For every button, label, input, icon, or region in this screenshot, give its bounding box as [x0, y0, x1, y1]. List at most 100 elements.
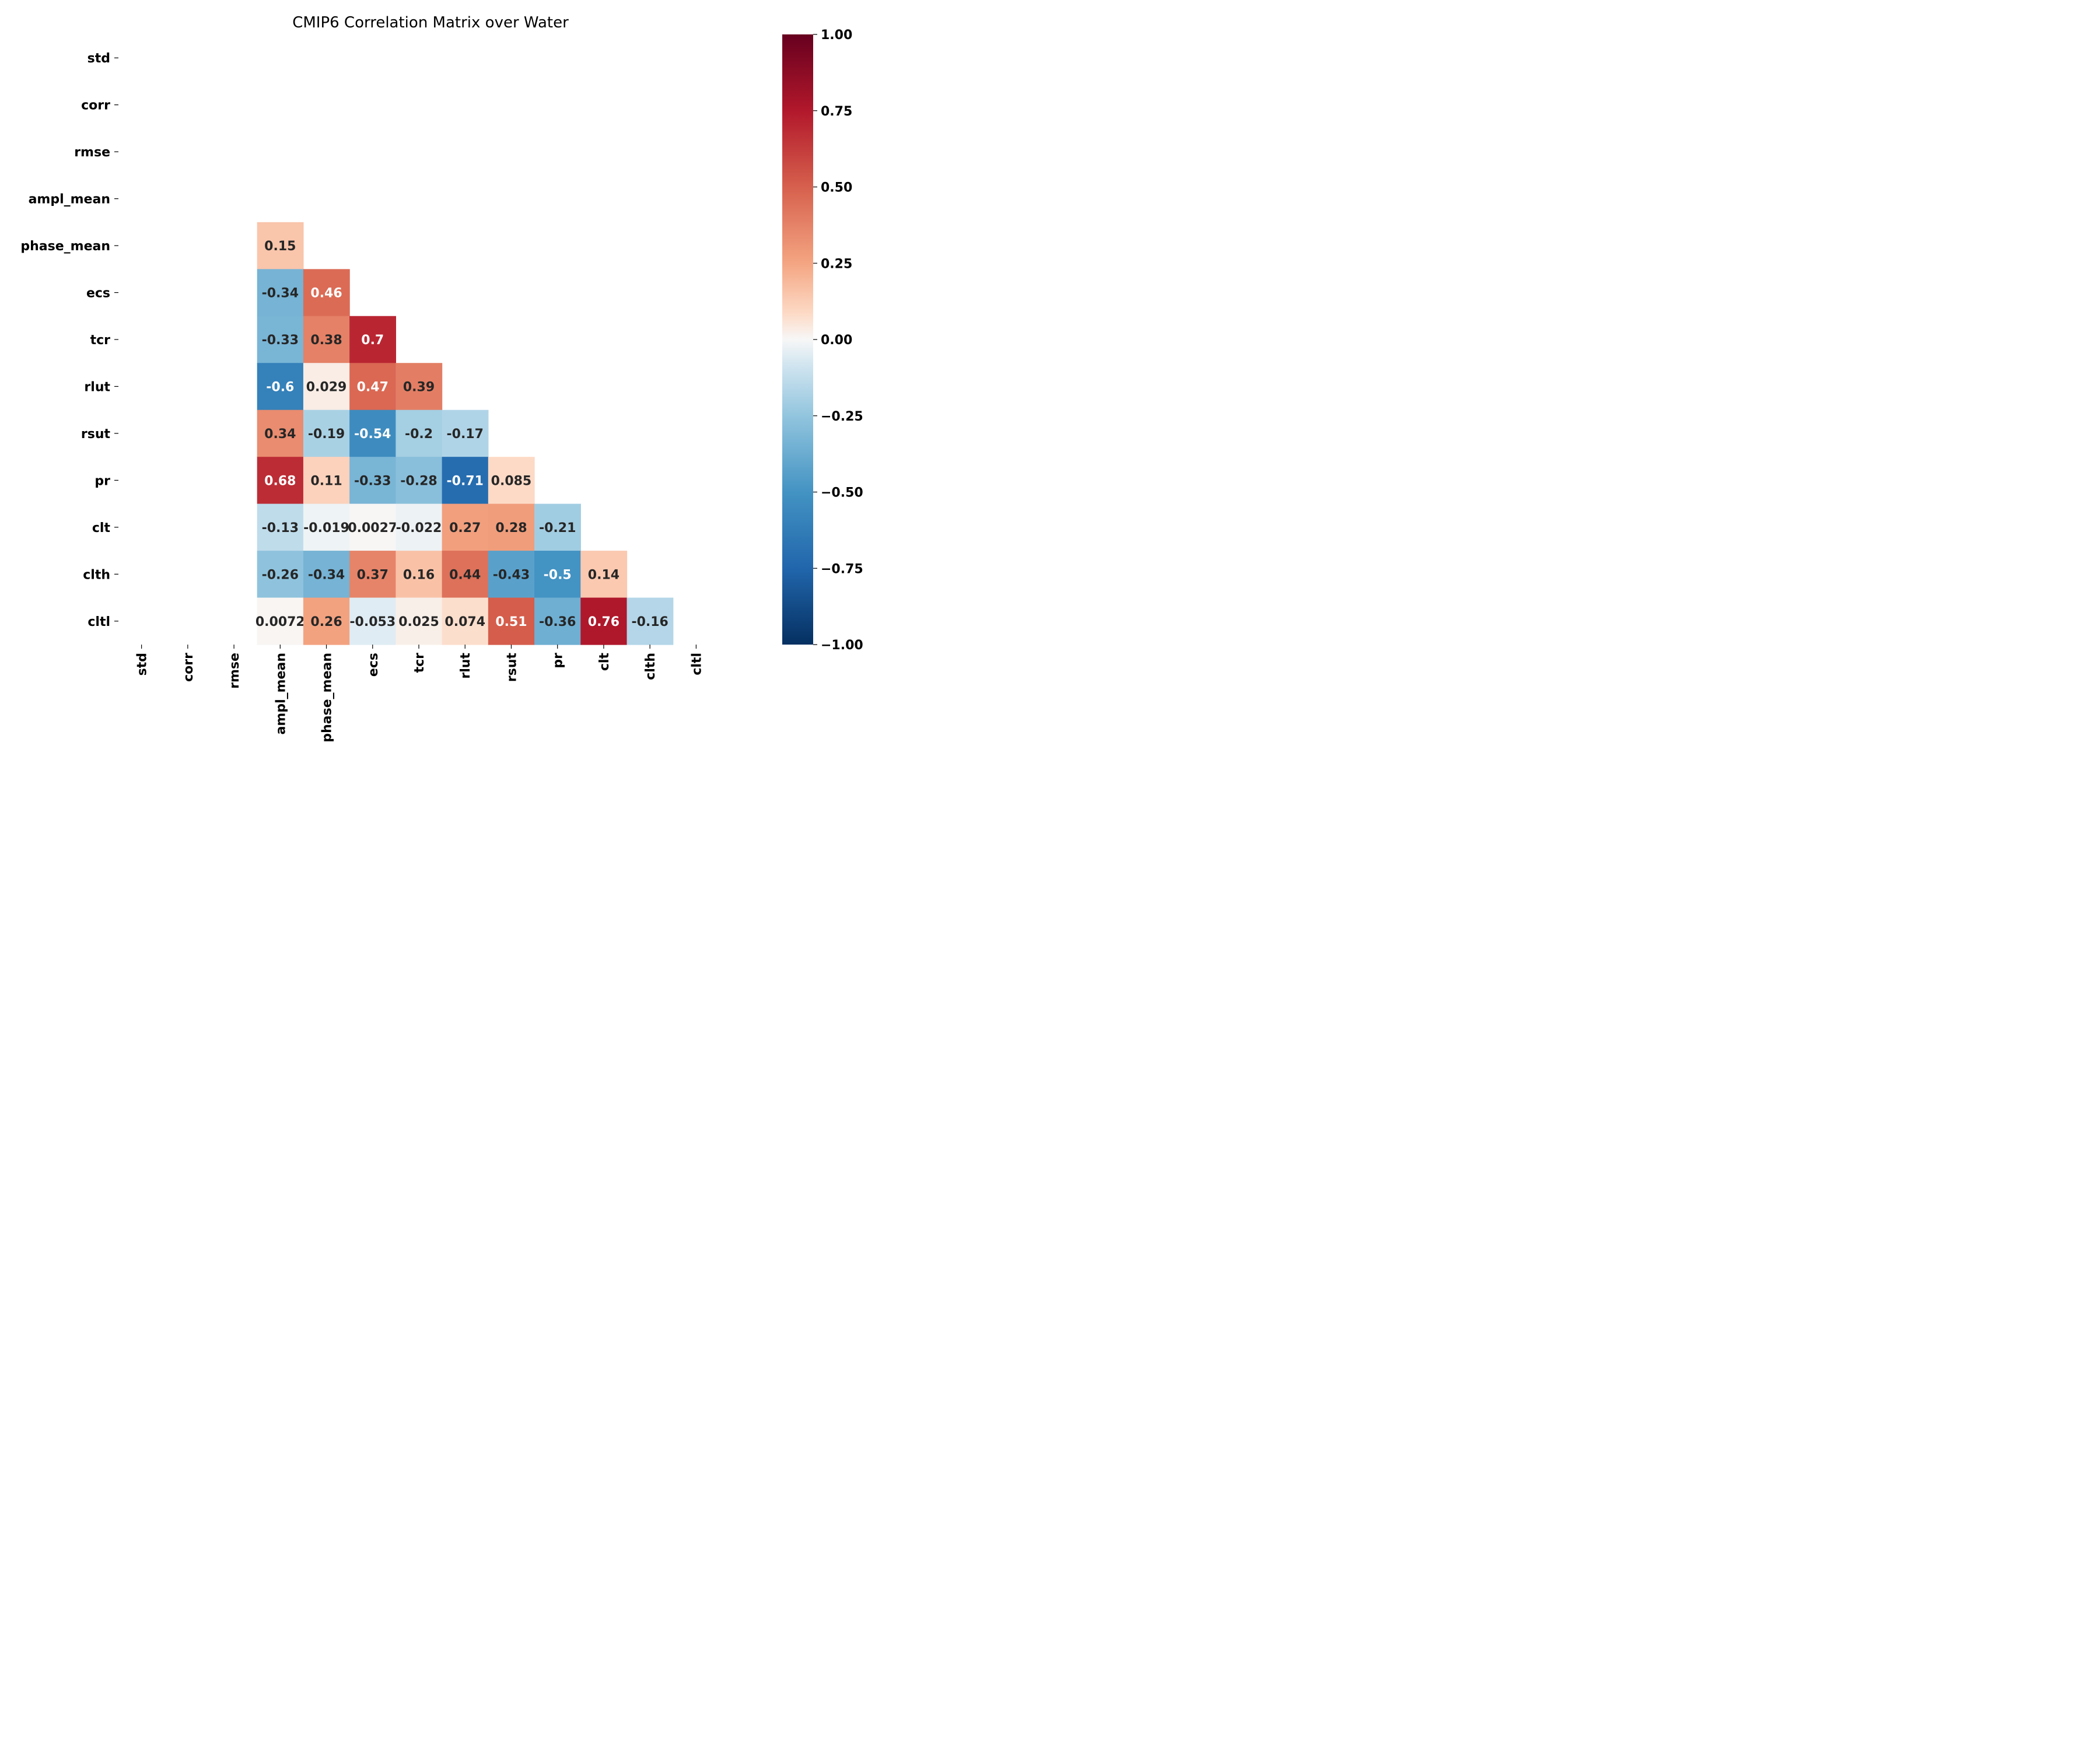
heatmap-cell-rsut-rlut	[442, 410, 489, 457]
cell-value-label: -0.5	[544, 568, 572, 582]
colorbar: 1.00 0.75 0.50 0.25 0.00 −0.25 −0.50 −0.75 −1.00	[782, 28, 863, 653]
colorbar-tick-label: 0.50	[821, 181, 852, 195]
cell-value-label: -0.022	[396, 521, 442, 536]
cell-value-label: 0.0027	[348, 521, 397, 536]
heatmap-cell-rsut-tcr	[396, 410, 443, 457]
heatmap-cell-clt-ecs	[349, 503, 396, 551]
cell-value-label: 0.51	[495, 615, 527, 629]
cell-value-label: -0.019	[303, 521, 349, 536]
cell-value-label: 0.38	[310, 333, 342, 348]
colorbar-gradient	[782, 34, 813, 645]
cell-value-label: -0.26	[262, 568, 299, 582]
y-tick-label-clth: clth	[83, 568, 110, 582]
y-tick-label-cltl: cltl	[88, 615, 110, 629]
y-tick-label-pr: pr	[94, 474, 110, 488]
cell-value-label: -0.2	[405, 427, 433, 442]
cell-value-label: 0.39	[403, 380, 435, 394]
heatmap-cell-cltl-phase_mean	[303, 597, 350, 645]
colorbar-tick-label: −0.75	[821, 562, 863, 576]
cell-value-label: -0.21	[539, 521, 576, 536]
cell-value-label: 0.7	[361, 333, 384, 348]
heatmap-cell-pr-phase_mean	[303, 457, 350, 505]
x-tick-label-rlut: rlut	[459, 653, 473, 679]
heatmap-cell-rsut-phase_mean	[303, 410, 350, 457]
heatmap-cell-rlut-phase_mean	[303, 363, 350, 411]
cell-value-label: 0.47	[357, 380, 388, 394]
heatmap-cell-cltl-ampl_mean	[257, 597, 304, 645]
cell-value-label: 0.0072	[256, 615, 305, 629]
cell-value-label: 0.085	[491, 474, 532, 488]
colorbar-tick-label: 0.00	[821, 333, 852, 348]
heatmap-cell-clth-ecs	[349, 551, 396, 598]
cell-value-label: -0.17	[447, 427, 484, 442]
cell-value-label: 0.26	[310, 615, 342, 629]
cell-value-label: -0.34	[308, 568, 345, 582]
cell-value-label: -0.36	[539, 615, 576, 629]
cell-value-label: -0.13	[262, 521, 299, 536]
heatmap-cell-cltl-pr	[534, 597, 581, 645]
heatmap-cell-pr-ampl_mean	[257, 457, 304, 505]
x-axis-tick-labels: std corr rmse ampl_mean phase_mean ecs tcr rlut…	[135, 645, 704, 743]
cell-value-label: 0.074	[444, 615, 485, 629]
heatmap-cell-pr-tcr	[396, 457, 443, 505]
x-tick-label-phase_mean: phase_mean	[320, 653, 335, 743]
heatmap-cell-clth-phase_mean	[303, 551, 350, 598]
heatmap-cell-rlut-ecs	[349, 363, 396, 411]
y-tick-label-rmse: rmse	[74, 145, 110, 160]
y-tick-label-std: std	[88, 51, 110, 66]
heatmap-cell-clth-rlut	[442, 551, 489, 598]
colorbar-tick-label: 0.25	[821, 257, 852, 271]
correlation-heatmap-chart: CMIP6 Correlation Matrix over Water 0.15…	[20, 14, 863, 743]
y-tick-label-rlut: rlut	[84, 380, 110, 394]
x-tick-label-rsut: rsut	[505, 653, 519, 682]
heatmap-cell-pr-ecs	[349, 457, 396, 505]
x-tick-label-corr: corr	[181, 653, 196, 682]
cell-value-label: 0.11	[310, 474, 342, 488]
y-tick-label-phase_mean: phase_mean	[20, 239, 110, 254]
cell-value-label: 0.029	[306, 380, 347, 394]
cell-value-label: 0.28	[495, 521, 527, 536]
heatmap-cell-ecs-ampl_mean	[257, 269, 304, 317]
heatmap-cell-cltl-clt	[580, 597, 628, 645]
cell-value-label: -0.053	[349, 615, 396, 629]
cell-value-label: 0.68	[264, 474, 296, 488]
heatmap-cell-cltl-clth	[626, 597, 674, 645]
x-tick-label-std: std	[135, 653, 150, 676]
cell-value-label: -0.54	[354, 427, 391, 442]
cell-value-label: 0.16	[403, 568, 435, 582]
x-tick-label-ampl_mean: ampl_mean	[274, 653, 288, 734]
x-tick-label-clth: clth	[643, 653, 658, 680]
heatmap-cell-clth-ampl_mean	[257, 551, 304, 598]
cell-value-label: 0.34	[264, 427, 296, 442]
heatmap-cell-rsut-ecs	[349, 410, 396, 457]
y-tick-label-corr: corr	[81, 99, 110, 113]
heatmap-cell-clt-rlut	[442, 503, 489, 551]
heatmap-cell-tcr-ecs	[349, 316, 396, 363]
heatmap-cell-rsut-ampl_mean	[257, 410, 304, 457]
cell-value-label: -0.33	[354, 474, 391, 488]
colorbar-tick-label: −0.25	[821, 410, 863, 424]
heatmap-cell-clth-rsut	[488, 551, 535, 598]
cell-value-label: -0.71	[447, 474, 484, 488]
y-tick-label-rsut: rsut	[81, 427, 111, 442]
cell-value-label: -0.6	[266, 380, 294, 394]
heatmap-cell-cltl-rlut	[442, 597, 489, 645]
heatmap-cell-clt-tcr	[396, 503, 443, 551]
heatmap-cell-pr-rsut	[488, 457, 535, 505]
y-tick-label-ampl_mean: ampl_mean	[29, 192, 110, 207]
heatmap-cell-rlut-tcr	[396, 363, 443, 411]
x-tick-label-ecs: ecs	[366, 653, 381, 677]
cell-value-label: 0.15	[264, 239, 296, 254]
y-tick-label-ecs: ecs	[86, 286, 110, 301]
chart-title: CMIP6 Correlation Matrix over Water	[292, 14, 569, 32]
x-tick-label-cltl: cltl	[690, 653, 704, 676]
cell-value-label: 0.46	[310, 286, 342, 301]
heatmap-cell-clth-clt	[580, 551, 628, 598]
heatmap-cells: 0.15 -0.34 0.46 -0.33 0.38 0.7 -0.6 0.029 0.47 0.…	[256, 222, 674, 645]
heatmap-cell-tcr-ampl_mean	[257, 316, 304, 363]
x-tick-label-rmse: rmse	[228, 653, 242, 689]
cell-value-label: 0.27	[449, 521, 481, 536]
cell-value-label: 0.37	[357, 568, 388, 582]
y-tick-label-tcr: tcr	[90, 333, 111, 348]
cell-value-label: 0.14	[588, 568, 620, 582]
